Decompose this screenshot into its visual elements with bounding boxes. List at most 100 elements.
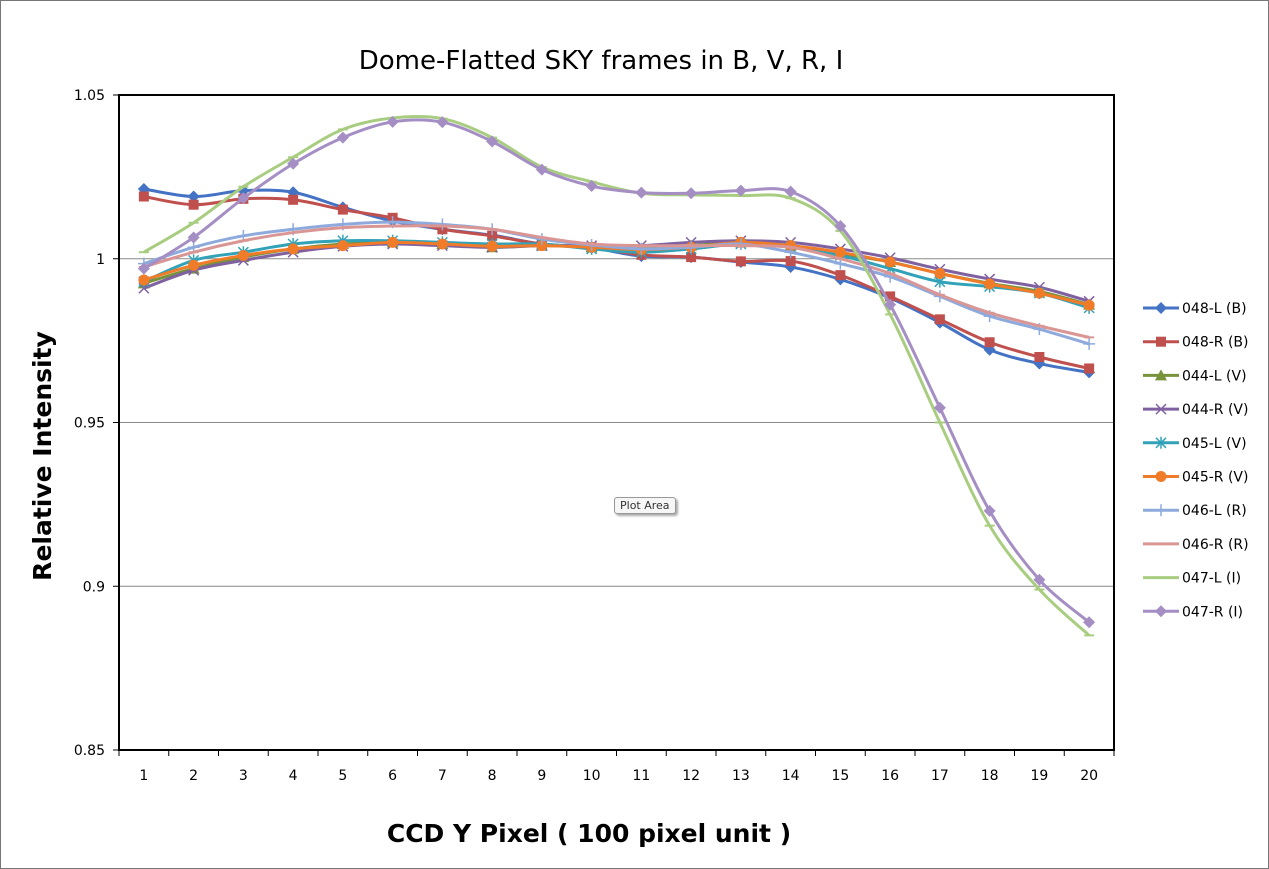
- data-point-045-r-v: [1033, 287, 1045, 299]
- data-point-045-r-v: [237, 249, 249, 261]
- data-point-045-r-v: [436, 238, 448, 250]
- data-point-048-r-b: [188, 199, 199, 210]
- x-tick-label: 9: [537, 768, 546, 784]
- data-point-047-r-i: [1083, 616, 1096, 629]
- data-point-045-r-v: [188, 259, 200, 271]
- x-tick-label: 10: [583, 768, 601, 784]
- data-point-047-r-i: [386, 115, 399, 128]
- legend-item-045-r-v[interactable]: 045-R (V): [1143, 470, 1248, 486]
- data-point-046-l-r: [1083, 337, 1096, 350]
- data-point-048-r-b: [1084, 363, 1095, 374]
- data-point-047-r-i: [734, 184, 747, 197]
- x-axis-label: CCD Y Pixel ( 100 pixel unit ): [387, 819, 791, 848]
- legend-item-048-r-b[interactable]: 048-R (B): [1143, 335, 1248, 351]
- legend-item-048-l-b[interactable]: 048-L (B): [1143, 301, 1247, 317]
- legend-marker: [1155, 436, 1167, 449]
- legend-item-046-l-r[interactable]: 046-L (R): [1143, 503, 1247, 519]
- data-point-047-r-i: [884, 298, 897, 311]
- legend-item-046-r-r[interactable]: 046-R (R): [1143, 537, 1249, 553]
- x-tick-label: 15: [831, 768, 849, 784]
- legend-label: 048-R (B): [1182, 335, 1248, 351]
- data-point-046-l-r: [436, 218, 449, 231]
- data-point-047-r-i: [187, 231, 200, 244]
- legend-marker: [1155, 403, 1167, 415]
- series-lines: [137, 114, 1096, 637]
- data-point-046-l-r: [734, 238, 747, 251]
- legend-label: 045-R (V): [1182, 470, 1248, 486]
- series-047-r-i[interactable]: [137, 115, 1096, 629]
- legend-marker: [1155, 504, 1167, 517]
- legend-label: 046-R (R): [1182, 537, 1249, 553]
- legend-label: 047-R (I): [1182, 604, 1243, 620]
- legend-marker: [1155, 369, 1167, 381]
- x-tick-label: 12: [682, 768, 700, 784]
- data-point-048-r-b: [785, 256, 796, 267]
- y-tick-label: 0.95: [74, 416, 105, 432]
- data-point-045-r-v: [884, 256, 896, 268]
- data-point-045-r-v: [934, 267, 946, 279]
- data-point-047-r-i: [834, 220, 847, 232]
- data-point-047-r-i: [137, 262, 150, 275]
- data-point-047-r-i: [436, 116, 449, 129]
- legend-item-045-l-v[interactable]: 045-L (V): [1143, 436, 1247, 452]
- plot-area-tooltip: Plot Area: [614, 497, 676, 514]
- series-line-045-l-v[interactable]: [143, 238, 1090, 310]
- series-line-047-l-i[interactable]: [143, 114, 1091, 637]
- legend-item-047-r-i[interactable]: 047-R (I): [1143, 604, 1243, 620]
- data-point-045-r-v: [337, 240, 349, 252]
- data-point-047-r-i: [635, 186, 648, 199]
- legend-label: 047-L (I): [1182, 571, 1241, 587]
- series-048-l-b[interactable]: [137, 182, 1096, 379]
- legend-label: 044-R (V): [1182, 402, 1248, 418]
- legend-label: 046-L (R): [1182, 503, 1247, 519]
- data-point-047-r-i: [784, 185, 797, 198]
- data-point-047-r-i: [585, 180, 598, 193]
- legend-item-044-l-v[interactable]: 044-L (V): [1143, 368, 1247, 384]
- legend[interactable]: 048-L (B) 048-R (B) 044-L (V) 044-R (V) 045-…: [1143, 301, 1249, 620]
- legend-marker: [1156, 336, 1166, 347]
- data-point-048-r-b: [138, 191, 149, 202]
- x-tick-label: 18: [981, 768, 999, 784]
- data-point-048-r-b: [337, 204, 348, 215]
- y-tick-label: 0.85: [74, 743, 105, 759]
- legend-label: 044-L (V): [1182, 368, 1247, 384]
- x-tick-label: 19: [1030, 768, 1048, 784]
- legend-item-047-l-i[interactable]: 047-L (I): [1143, 571, 1241, 587]
- data-point-045-r-v: [834, 246, 846, 258]
- data-point-046-l-r: [685, 241, 698, 254]
- series-line-047-r-i[interactable]: [143, 118, 1091, 624]
- x-tick-label: 8: [488, 768, 497, 784]
- data-point-045-r-v: [486, 240, 498, 252]
- x-tick-label: 6: [388, 768, 397, 784]
- legend-label: 048-L (B): [1182, 301, 1247, 317]
- data-point-047-r-i: [983, 504, 996, 517]
- legend-marker: [1155, 605, 1167, 618]
- data-point-048-r-b: [835, 270, 846, 281]
- data-point-047-r-i: [336, 131, 349, 144]
- legend-item-044-r-v[interactable]: 044-R (V): [1143, 402, 1248, 418]
- data-point-048-r-b: [487, 230, 498, 241]
- x-tick-label: 20: [1080, 768, 1098, 784]
- series-line-048-l-b[interactable]: [143, 187, 1090, 374]
- x-tick-label: 14: [782, 768, 800, 784]
- x-tick-label: 17: [931, 768, 949, 784]
- data-point-045-r-v: [387, 236, 399, 248]
- data-point-047-r-i: [535, 163, 548, 176]
- x-tick-label: 16: [881, 768, 899, 784]
- data-point-048-r-b: [735, 256, 746, 267]
- x-tick-labels: 1 2 3 4 5 6 7 8 9 10 11 12 13 14 15 16 17 18 19 20: [118, 750, 1115, 784]
- data-point-045-r-v: [1083, 299, 1095, 311]
- y-tick-label: 1: [96, 252, 105, 268]
- data-point-048-r-b: [686, 252, 697, 263]
- data-point-048-r-b: [984, 337, 995, 348]
- data-point-047-r-i: [486, 135, 499, 148]
- series-047-l-i[interactable]: [138, 114, 1095, 637]
- data-point-047-r-i: [933, 401, 946, 414]
- series-046-r-r[interactable]: [138, 224, 1095, 339]
- data-point-047-r-i: [685, 187, 698, 200]
- data-point-045-r-v: [984, 278, 996, 290]
- data-point-048-r-b: [288, 194, 299, 205]
- data-point-045-r-v: [287, 243, 299, 255]
